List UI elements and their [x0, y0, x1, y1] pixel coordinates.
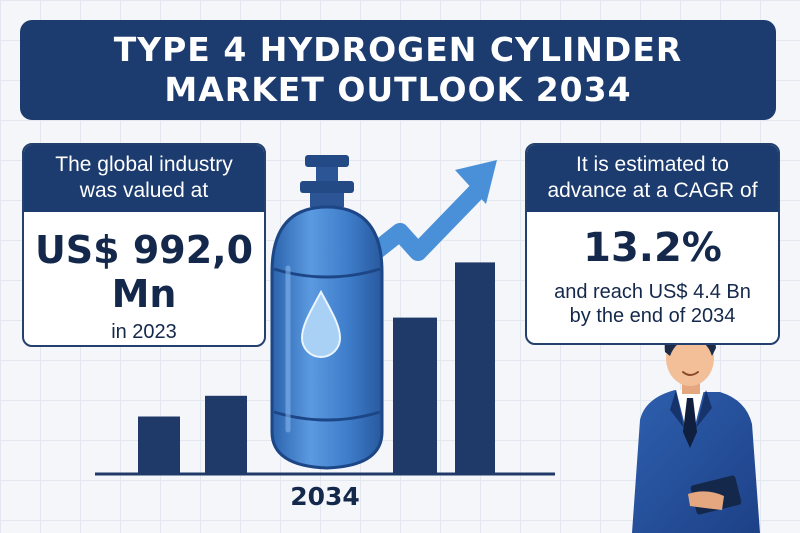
cagr-card: It is estimated to advance at a CAGR of …: [525, 143, 780, 345]
industry-value-year: in 2023: [111, 321, 177, 343]
industry-value-line-1: US$ 992,0: [34, 228, 254, 272]
title-line-2: MARKET OUTLOOK 2034: [164, 70, 632, 109]
industry-value-card: The global industry was valued at US$ 99…: [22, 143, 266, 347]
bar-chart: [138, 262, 495, 474]
cagr-heading-line-1: It is estimated to: [576, 153, 729, 176]
industry-value-line-2: Mn: [111, 272, 177, 316]
cagr-detail-line-1: and reach US$ 4.4 Bn: [554, 281, 751, 303]
chart-bar: [455, 262, 495, 474]
cagr-heading-line-2: advance at a CAGR of: [547, 179, 758, 202]
industry-heading-line-1: The global industry: [55, 153, 233, 176]
title-line-1: TYPE 4 HYDROGEN CYLINDER: [113, 30, 683, 69]
title-banner: TYPE 4 HYDROGEN CYLINDER MARKET OUTLOOK …: [20, 20, 776, 120]
chart-bar: [138, 416, 180, 474]
growth-arrow-icon: [353, 160, 497, 271]
businessman-illustration: [632, 325, 760, 533]
cagr-detail-line-2: by the end of 2034: [569, 305, 736, 327]
chart-bar: [205, 395, 247, 474]
chart-year-label: 2034: [290, 482, 360, 511]
cagr-card-heading: It is estimated to advance at a CAGR of: [527, 145, 778, 212]
industry-heading-line-2: was valued at: [79, 179, 209, 202]
industry-value-card-heading: The global industry was valued at: [24, 145, 264, 212]
chart-bar: [393, 317, 437, 474]
cagr-value: 13.2%: [583, 225, 722, 271]
water-drop-icon: [300, 289, 342, 358]
